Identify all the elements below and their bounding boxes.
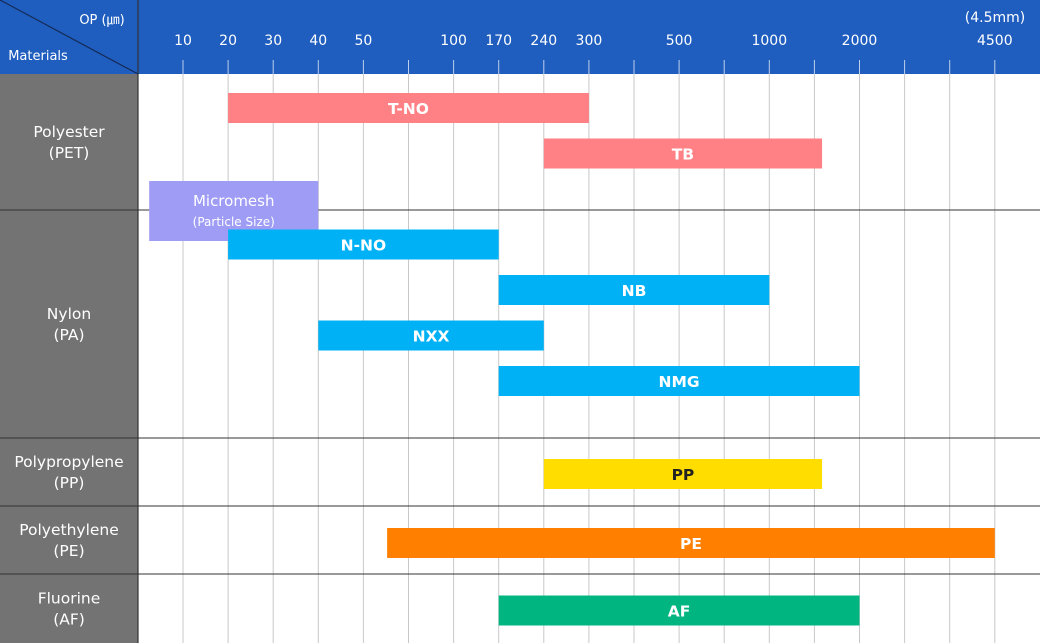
- material-name: Polyethylene: [19, 521, 119, 539]
- x-tick-label: 170: [485, 33, 512, 49]
- x-tick-label: 50: [354, 33, 372, 49]
- material-labels: Polyester (PET) Nylon (PA) Polypropylene (PP)…: [14, 123, 123, 629]
- header-band: [0, 0, 1040, 74]
- sidebar-band: [0, 74, 138, 643]
- corner-op-label: OP (㎛): [79, 13, 124, 28]
- x-extra-label: (4.5mm): [965, 10, 1025, 26]
- range-bar: [387, 528, 995, 558]
- bar-label: AF: [668, 603, 691, 621]
- x-tick-label: 300: [576, 33, 603, 49]
- bar-label: NMG: [659, 373, 700, 391]
- corner-materials-label: Materials: [8, 49, 68, 64]
- bar-sublabel: (Particle Size): [193, 215, 275, 229]
- bar-label: N-NO: [341, 237, 387, 255]
- range-bar: [498, 366, 860, 396]
- range-bar: [228, 229, 499, 260]
- material-name: Nylon: [47, 305, 91, 323]
- range-bar: [498, 595, 860, 626]
- corner-diagonal: [0, 0, 139, 75]
- x-tick-label: 20: [219, 33, 237, 49]
- x-tick-label: 100: [440, 33, 467, 49]
- range-bar: [543, 459, 823, 489]
- range-bar: [498, 275, 770, 305]
- bar-label: NB: [622, 282, 647, 300]
- x-tick-label: 240: [530, 33, 557, 49]
- x-tick-label: 500: [666, 33, 693, 49]
- material-code: (AF): [53, 611, 85, 629]
- range-bar: [228, 93, 589, 123]
- material-code: (PET): [49, 144, 90, 162]
- bar-label: T-NO: [388, 100, 429, 118]
- x-tick-label: 30: [264, 33, 282, 49]
- material-name: Polyester: [33, 123, 105, 141]
- x-tick-label: 10: [174, 33, 192, 49]
- range-bar: [318, 320, 544, 351]
- x-tick-labels: 10 20 30 40 50 100 170 240 300 500 1000 2000 4500: [174, 33, 1013, 49]
- material-code: (PE): [53, 542, 84, 560]
- x-tick-label: 4500: [977, 33, 1013, 49]
- bar-label: PP: [672, 466, 695, 484]
- x-tick-label: 40: [309, 33, 327, 49]
- material-code: (PA): [53, 326, 84, 344]
- bar-label: Micromesh: [193, 192, 275, 210]
- bar-label: PE: [680, 535, 702, 553]
- x-tick-label: 1000: [751, 33, 787, 49]
- material-name: Fluorine: [38, 590, 101, 608]
- range-bar: [543, 138, 823, 169]
- range-bars: T-NO TB Micromesh (Particle Size) N-NO NB NXX N…: [149, 93, 995, 626]
- x-tick-label: 2000: [842, 33, 878, 49]
- material-name: Polypropylene: [14, 453, 123, 471]
- material-code: (PP): [54, 474, 85, 492]
- bar-label: NXX: [413, 328, 450, 346]
- bar-label: TB: [672, 146, 694, 164]
